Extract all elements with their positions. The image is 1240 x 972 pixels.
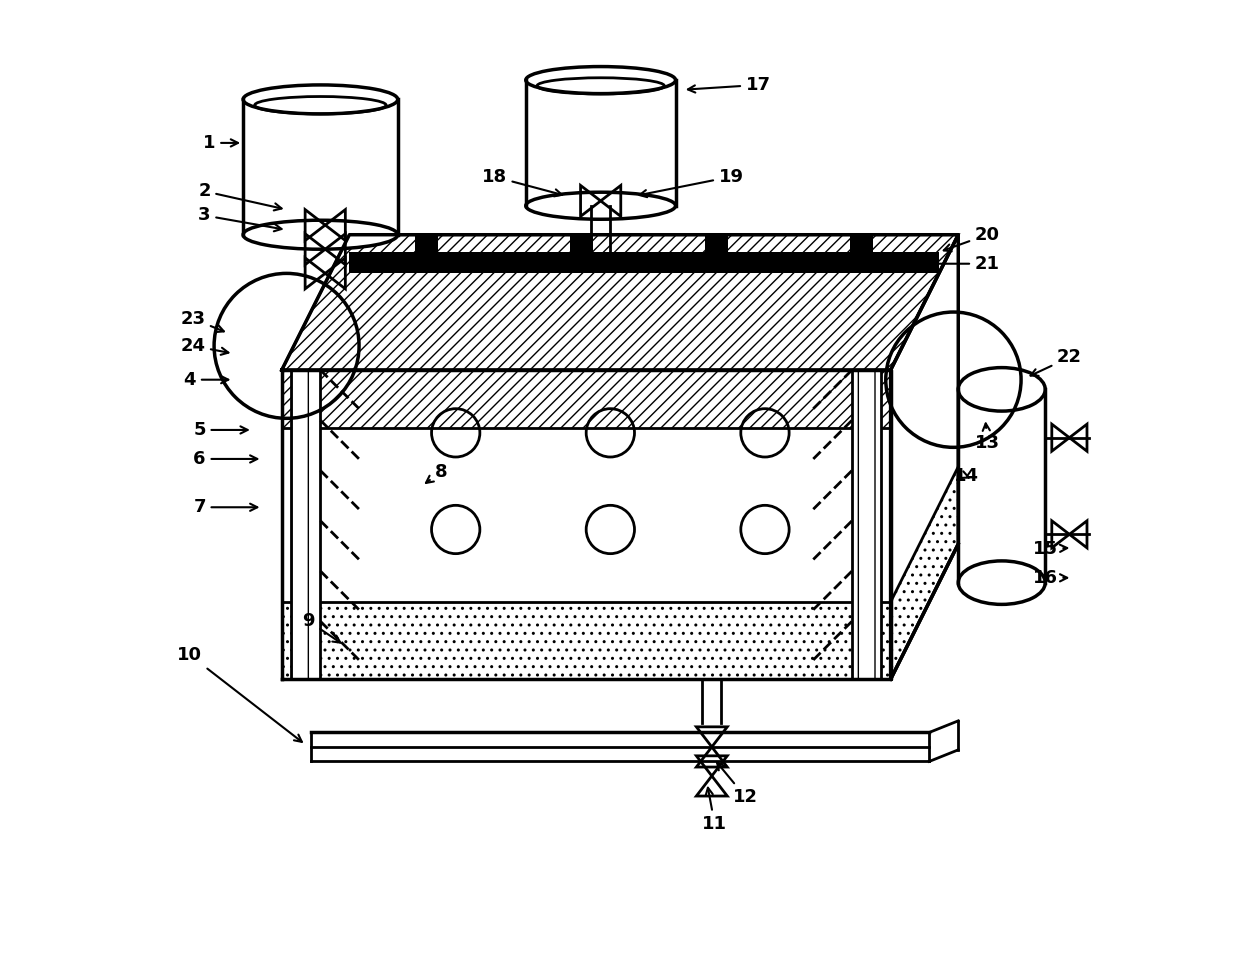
Ellipse shape <box>959 367 1045 411</box>
Bar <box>415 234 438 273</box>
Bar <box>281 602 890 679</box>
Polygon shape <box>281 234 959 370</box>
Text: 9: 9 <box>303 612 340 642</box>
Text: 21: 21 <box>895 255 999 273</box>
Text: 23: 23 <box>180 310 224 332</box>
Text: 11: 11 <box>702 787 727 833</box>
Text: 7: 7 <box>193 499 258 516</box>
Text: 6: 6 <box>193 450 258 468</box>
Ellipse shape <box>243 85 398 114</box>
Text: 17: 17 <box>688 76 771 94</box>
Polygon shape <box>890 467 959 679</box>
Ellipse shape <box>526 192 676 220</box>
Text: 24: 24 <box>180 337 228 355</box>
Text: 19: 19 <box>640 168 744 197</box>
Text: 16: 16 <box>1033 569 1068 587</box>
Bar <box>852 370 880 679</box>
Ellipse shape <box>959 561 1045 605</box>
Bar <box>281 370 890 428</box>
Bar <box>350 252 939 273</box>
Ellipse shape <box>243 221 398 249</box>
Text: 13: 13 <box>975 424 999 452</box>
Text: 22: 22 <box>1030 349 1081 376</box>
Bar <box>849 234 873 273</box>
Text: 5: 5 <box>193 421 248 439</box>
Text: 2: 2 <box>198 182 281 210</box>
Text: 4: 4 <box>184 370 228 389</box>
Bar <box>291 370 320 679</box>
Ellipse shape <box>526 66 676 93</box>
Bar <box>706 234 728 273</box>
Text: 20: 20 <box>944 226 999 252</box>
Bar <box>569 234 593 273</box>
Text: 18: 18 <box>482 168 562 196</box>
Text: 10: 10 <box>177 646 301 742</box>
Text: 1: 1 <box>203 134 238 152</box>
Text: 3: 3 <box>198 206 281 231</box>
Text: 8: 8 <box>427 463 448 483</box>
Text: 12: 12 <box>717 762 758 806</box>
Text: 14: 14 <box>954 468 978 485</box>
Text: 15: 15 <box>1033 539 1068 558</box>
